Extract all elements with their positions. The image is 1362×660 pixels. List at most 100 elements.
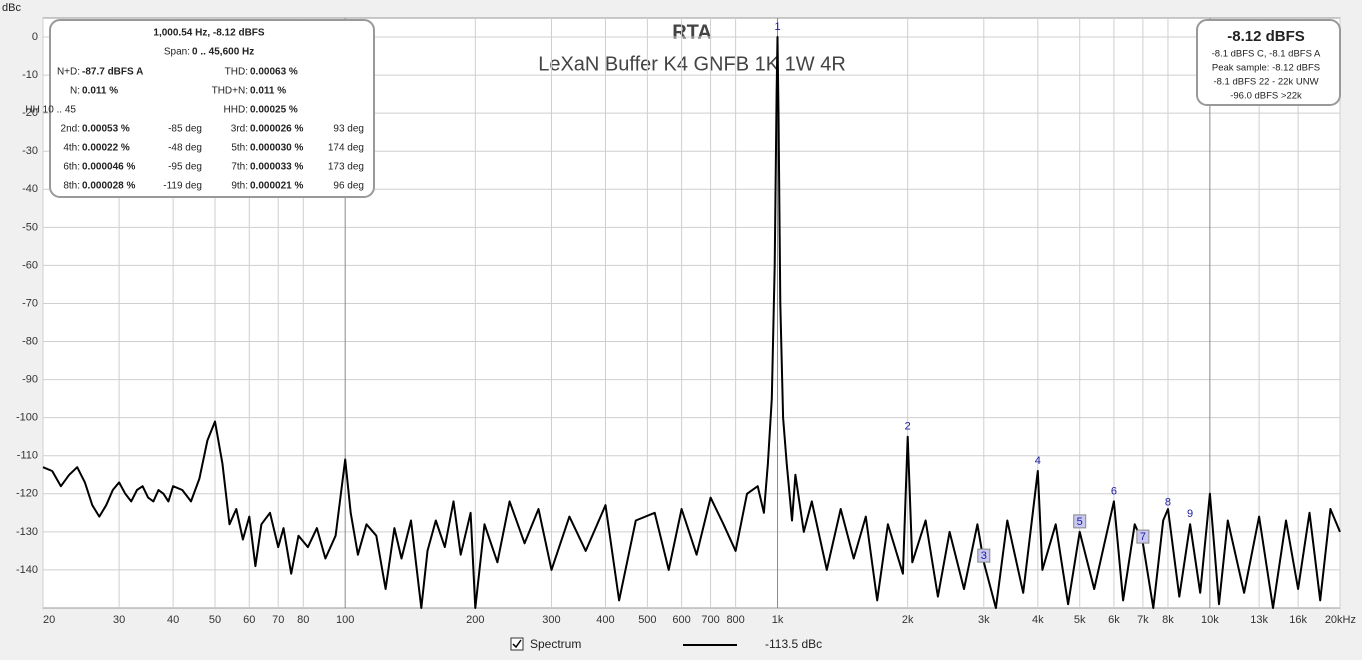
harmonic-phase: -85 deg	[168, 124, 202, 135]
harmonic-name: 4th:	[63, 143, 80, 154]
stat-label: THD+N:	[212, 86, 248, 97]
stat-label: HHD:	[224, 105, 248, 116]
plot: 1 2 3 4 5 6 7 8 9	[42, 21, 1341, 609]
x-tick-label: 60	[243, 614, 255, 626]
harmonic-label: 8	[1165, 497, 1171, 509]
y-tick-label: -90	[22, 374, 38, 386]
y-axis-label: dBc	[2, 2, 21, 14]
stat-label: N:	[70, 86, 80, 97]
info-box	[49, 19, 375, 198]
x-tick-label: 5k	[1074, 614, 1086, 626]
harmonic-level: 0.000030 %	[250, 143, 303, 154]
y-tick-label: -140	[16, 564, 38, 576]
harmonic-name: 2nd:	[61, 124, 80, 135]
x-tick-label: 20	[43, 614, 55, 626]
y-tick-label: -110	[17, 450, 38, 462]
overlay: 1,000.54 Hz, -8.12 dBFS Span: 0 .. 45,60…	[25, 19, 1341, 198]
chart-title: RTA	[672, 21, 712, 43]
harmonic-phase: -95 deg	[168, 162, 202, 173]
stat-value: 0.011 %	[250, 86, 286, 97]
stat-label: N+D:	[57, 67, 80, 78]
harmonic-label: 7	[1140, 531, 1146, 543]
x-tick-label: 700	[701, 614, 719, 626]
harmonic-phase: -48 deg	[168, 143, 202, 154]
stat-value: 0.00063 %	[250, 67, 298, 78]
x-tick-label: 400	[596, 614, 614, 626]
harmonic-phase: 93 deg	[333, 124, 364, 135]
x-tick-label: 20kHz	[1325, 614, 1356, 626]
stat-label: THD:	[225, 67, 248, 78]
stat-value: -87.7 dBFS A	[82, 67, 143, 78]
harmonic-label: 4	[1035, 455, 1041, 467]
y-tick-label: -30	[22, 145, 38, 157]
harmonic-label: 3	[981, 550, 987, 562]
y-tick-label: -120	[16, 488, 38, 500]
spectrum-line	[42, 36, 1341, 609]
y-tick-label: -70	[22, 297, 38, 309]
harmonic-phase: -119 deg	[163, 181, 202, 192]
harmonic-level: 0.000026 %	[250, 124, 303, 135]
x-tick-label: 70	[272, 614, 284, 626]
harmonic-label: 6	[1111, 485, 1117, 497]
harmonic-name: 3rd:	[231, 124, 248, 135]
x-tick-label: 50	[209, 614, 221, 626]
x-tick-label: 13k	[1250, 614, 1268, 626]
y-tick-label: -20	[22, 107, 38, 119]
x-tick-label: 2k	[902, 614, 914, 626]
x-tick-label: 800	[726, 614, 744, 626]
x-tick-label: 100	[336, 614, 354, 626]
y-tick-label: -80	[22, 335, 38, 347]
y-tick-label: -10	[22, 69, 38, 81]
x-tick-label: 6k	[1108, 614, 1120, 626]
stat-value: 0.011 %	[82, 86, 118, 97]
y-tick-label: -40	[22, 183, 38, 195]
harmonic-level: 0.00053 %	[82, 124, 130, 135]
span-value: 0 .. 45,600 Hz	[192, 47, 254, 58]
info-header: 1,000.54 Hz, -8.12 dBFS	[153, 28, 264, 39]
harmonic-level: 0.000028 %	[82, 181, 135, 192]
x-tick-label: 500	[638, 614, 656, 626]
harmonic-phase: 173 deg	[328, 162, 364, 173]
harmonic-phase: 174 deg	[328, 143, 364, 154]
harmonic-label: 1	[774, 21, 780, 33]
harmonic-level: 0.00022 %	[82, 143, 130, 154]
x-tick-label: 4k	[1032, 614, 1044, 626]
harmonic-level: 0.000046 %	[82, 162, 135, 173]
stat-value: 0.00025 %	[250, 105, 298, 116]
x-tick-label: 1k	[772, 614, 784, 626]
x-tick-label: 16k	[1289, 614, 1307, 626]
harmonic-name: 7th:	[231, 162, 248, 173]
x-tick-label: 7k	[1137, 614, 1149, 626]
harmonic-label: 5	[1077, 516, 1083, 528]
level-box	[1196, 19, 1341, 106]
stat-label: HH 10 .. 45	[25, 105, 76, 116]
level-main: -8.12 dBFS	[1227, 28, 1305, 45]
harmonic-box	[1136, 529, 1150, 544]
harmonic-level: 0.000033 %	[250, 162, 303, 173]
harmonic-phase: 96 deg	[333, 181, 364, 192]
x-tick-label: 40	[167, 614, 179, 626]
harmonic-name: 8th:	[63, 181, 80, 192]
chart-subtitle: LeXaN Buffer K4 GNFB 1K 1W 4R	[538, 53, 846, 75]
legend-readout: -113.5 dBc	[765, 637, 822, 651]
level-line: -8.1 dBFS 22 - 22k UNW	[1213, 77, 1318, 88]
span-label: Span:	[164, 47, 190, 58]
x-tick-label: 8k	[1162, 614, 1174, 626]
harmonic-name: 5th:	[231, 143, 248, 154]
x-tick-label: 80	[297, 614, 309, 626]
level-line: -8.1 dBFS C, -8.1 dBFS A	[1212, 49, 1321, 60]
x-tick-label: 300	[542, 614, 560, 626]
legend-label[interactable]: Spectrum	[530, 637, 581, 651]
x-tick-label: 600	[672, 614, 690, 626]
level-line: Peak sample: -8.12 dBFS	[1212, 63, 1320, 74]
harmonic-box	[1073, 514, 1087, 529]
y-tick-label: -50	[22, 221, 38, 233]
spectrum-checkbox[interactable]	[510, 637, 524, 651]
harmonic-label: 2	[905, 421, 911, 433]
y-tick-label: -100	[16, 412, 38, 424]
harmonic-name: 9th:	[231, 181, 248, 192]
y-tick-label: -60	[22, 259, 38, 271]
x-tick-label: 30	[113, 614, 125, 626]
harmonic-label: 9	[1187, 508, 1193, 520]
